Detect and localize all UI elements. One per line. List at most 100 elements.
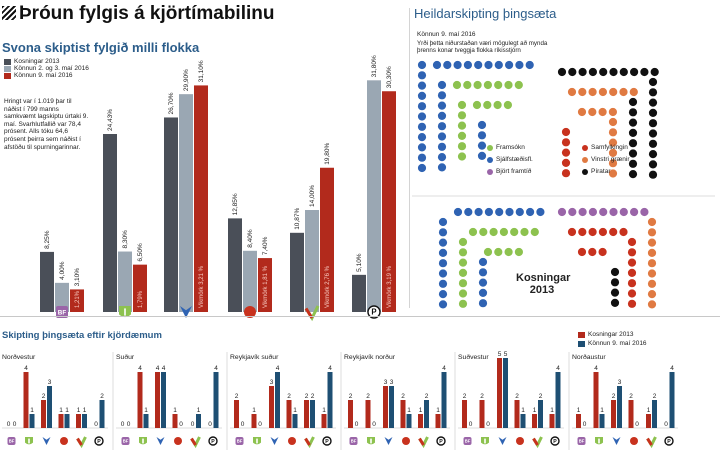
legend-item-kannun9: Könnun 9. maí 2016 (4, 72, 89, 79)
framsokn-icon (139, 437, 147, 445)
region-value-2-3-0: 2 (287, 393, 291, 400)
seat-low-right-1-8 (647, 300, 657, 309)
bar-label-1-1: 8,30% (122, 230, 129, 249)
seat-top-right-5-4 (608, 159, 618, 168)
framsokn-icon (595, 437, 603, 445)
legend-item-2013: Kosningar 2013 (4, 58, 89, 65)
piratar-icon: P (550, 436, 560, 446)
page-title-text: Þróun fylgis á kjörtímabilinu (19, 3, 275, 24)
seat-low-left-1-7 (438, 290, 448, 299)
region-value-4-3-0: 2 (515, 393, 519, 400)
framsokn-stem (28, 438, 30, 444)
region-value-1-1-1: 1 (144, 407, 148, 414)
region-bar-4-1-0 (479, 400, 485, 428)
seat-top-right-0-5 (609, 67, 618, 77)
region-value-4-3-1: 1 (521, 407, 525, 414)
bf-badge-text: BF (237, 439, 243, 444)
region-bar-3-3-1 (406, 414, 412, 428)
region-value-3-5-0: 1 (436, 407, 440, 414)
seat-top-left-2-4 (494, 80, 503, 90)
seat-top-left-1-2 (417, 81, 427, 90)
framsokn-icon (481, 437, 489, 445)
seat-top-right-3-4 (628, 139, 638, 148)
region-value-1-0-0: 0 (121, 421, 125, 428)
region-value-5-1-1: 1 (600, 407, 604, 414)
seat-top-right-0-9 (650, 67, 659, 77)
seat-low-right-3-3 (627, 268, 637, 277)
bar-2-0 (164, 117, 178, 312)
seat-top-right-0-7 (630, 67, 639, 77)
seat-top-right-5-1 (608, 128, 618, 137)
region-bar-4-2-0 (497, 358, 502, 428)
seat-low-left-3-3 (458, 268, 468, 277)
bf-badge (121, 437, 130, 445)
region-value-0-4-1: 1 (83, 407, 87, 414)
region-value-1-2-0: 4 (156, 365, 160, 372)
region-value-2-1-0: 1 (252, 407, 256, 414)
region-name-1: Suður (116, 353, 135, 361)
bar-label-0-1: 4,00% (59, 261, 66, 280)
seat-low-left-3-5 (458, 289, 468, 298)
seat-top-right-3-6 (628, 159, 638, 168)
seat-low-left-5-4 (478, 299, 488, 308)
pirate-glyph: P (325, 439, 329, 445)
seat-low-right-2-0 (567, 227, 577, 237)
bar-label-5-1: 31,80% (371, 55, 378, 77)
region-bar-3-1-0 (365, 400, 371, 428)
pirate-glyph: P (439, 439, 443, 445)
bf-badge-text: BF (351, 439, 357, 444)
seat-low-left-0-1 (464, 207, 473, 217)
page-title: Þróun fylgis á kjörtímabilinu (2, 3, 274, 25)
bf-icon: BF (349, 437, 358, 445)
region-value-3-2-0: 3 (384, 379, 388, 386)
seat-top-left-0-5 (484, 60, 493, 70)
bar-label-3-0: 12,85% (232, 193, 239, 215)
region-value-2-2-1: 4 (276, 365, 280, 372)
bar-label-4-2: 19,80% (324, 142, 331, 164)
seat-low-left-1-5 (438, 269, 448, 278)
seat-top-left-1-5 (417, 112, 427, 121)
seat-legend-sjalfstaedis: Sjálfstæðisfl. (487, 156, 533, 163)
seat-low-right-4-2 (598, 247, 607, 257)
seat-top-left-1-9 (417, 153, 427, 162)
pirate-ring (322, 436, 332, 446)
seat-top-left-5-5 (457, 152, 467, 161)
bf-badge (463, 437, 472, 445)
seat-low-left-4-1 (494, 247, 503, 257)
region-value-4-2-0: 5 (498, 351, 502, 358)
seat-top-right-2-0 (567, 87, 577, 97)
region-value-5-4-1: 2 (653, 393, 657, 400)
seat-top-left-1-6 (417, 122, 427, 131)
bf-icon: BF (121, 437, 130, 445)
bottom-legend-2016: Könnun 9. maí 2016 (578, 340, 647, 347)
seat-low-right-3-2 (627, 258, 637, 267)
bar-5-2 (382, 91, 396, 312)
region-value-2-0-1: 0 (241, 421, 245, 428)
seat-low-right-0-6 (619, 207, 628, 217)
framsokn-stem (598, 438, 600, 444)
vinstri-icon (646, 436, 657, 449)
seat-low-right-5-0 (610, 267, 620, 277)
seat-top-left-0-4 (474, 60, 483, 70)
bar-0-1 (55, 282, 69, 312)
bar-label-0-0: 8,25% (44, 230, 51, 249)
seat-low-right-2-5 (619, 227, 628, 237)
bf-icon: BF (7, 437, 16, 445)
bar-4-2 (320, 167, 334, 312)
region-value-4-0-0: 2 (463, 393, 467, 400)
seat-low-right-2-3 (598, 227, 607, 237)
region-value-0-2-0: 2 (42, 393, 46, 400)
region-value-0-1-0: 4 (24, 365, 28, 372)
framsokn-stem (142, 438, 144, 444)
region-bar-0-3-1 (64, 414, 70, 428)
bar-5-0 (352, 274, 366, 312)
region-value-4-4-0: 1 (533, 407, 537, 414)
framsokn-stem (370, 438, 372, 444)
region-value-5-2-0: 2 (612, 393, 616, 400)
seat-low-left-2-0 (468, 227, 478, 237)
region-value-1-2-1: 4 (162, 365, 166, 372)
seat-top-left-0-9 (525, 60, 534, 70)
bar-3-1 (243, 250, 257, 312)
seat-low-left-2-2 (489, 227, 498, 237)
bf-badge (349, 437, 358, 445)
